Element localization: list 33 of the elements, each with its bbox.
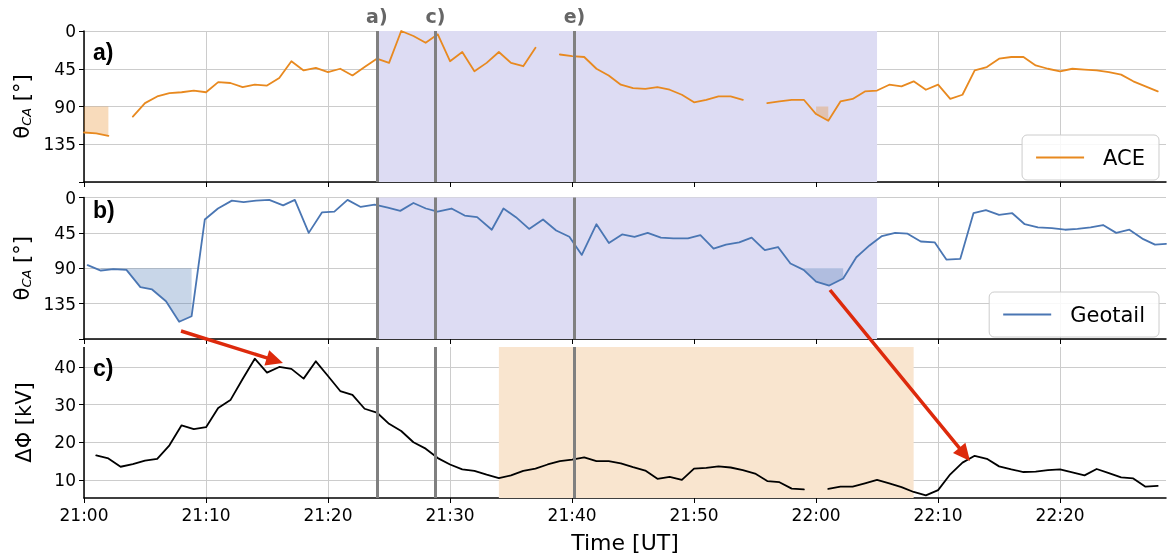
legend-label: Geotail [1070,302,1145,327]
y-axis-title: ΔΦ [kV] [11,382,36,463]
x-tick-label: 21:50 [669,504,719,525]
y-tick-label: 135 [43,134,76,155]
y-tick-label: 30 [54,394,76,415]
ref-line-label: a) [366,4,388,27]
y-tick-label: 90 [54,96,76,117]
x-tick-label: 21:00 [59,504,109,525]
x-tick-label: 21:20 [303,504,353,525]
y-tick-label: 90 [54,258,76,279]
x-tick-label: 22:00 [791,504,841,525]
y-tick-label: 45 [54,222,76,243]
y-tick-label: 0 [65,187,76,208]
x-axis-title: Time [UT] [570,529,679,555]
x-tick-label: 22:10 [913,504,963,525]
y-tick-label: 40 [54,356,76,377]
y-tick-label: 0 [65,21,76,41]
chart-title: b) [93,196,115,223]
chart-title: a) [93,38,114,65]
y-tick-label: 45 [54,58,76,79]
y-tick-label: 135 [43,293,76,314]
y-tick-label: 10 [54,469,76,490]
y-tick-label: 20 [54,432,76,453]
legend-label: ACE [1103,145,1146,170]
chart-title: c) [93,354,114,381]
ref-line-label: e) [563,4,586,27]
x-tick-label: 21:40 [547,504,597,525]
y-axis-title: θCA [°] [10,74,35,139]
y-axis-title: θCA [°] [10,236,35,301]
ref-line-label: c) [425,4,446,27]
x-tick-label: 21:30 [425,504,475,525]
x-tick-label: 22:20 [1035,504,1085,525]
x-tick-label: 21:10 [181,504,231,525]
